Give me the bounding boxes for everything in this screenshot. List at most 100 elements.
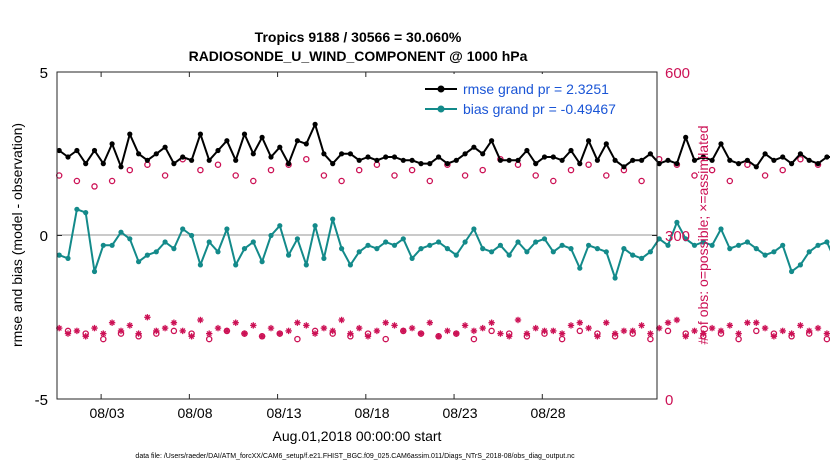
- bias-point: [409, 255, 415, 261]
- rmse-point: [647, 151, 654, 157]
- rmse-point: [400, 157, 406, 163]
- obs-assimilated-point: [294, 319, 301, 326]
- rmse-point: [286, 161, 292, 167]
- obs-assimilated-point: [161, 324, 169, 332]
- bias-point: [277, 223, 283, 229]
- bias-point: [665, 242, 671, 248]
- obs-possible-point: [161, 172, 169, 179]
- obs-possible-point: [761, 172, 769, 179]
- rmse-point: [577, 161, 583, 167]
- obs-assimilated-point: [408, 324, 416, 332]
- rmse-point: [109, 141, 115, 147]
- obs-assimilated-point: [223, 327, 231, 335]
- obs-assimilated-point: [479, 324, 486, 332]
- obs-possible-point: [823, 335, 830, 343]
- bias-point: [533, 239, 539, 245]
- obs-assimilated-point: [744, 319, 751, 326]
- obs-assimilated-point: [691, 327, 698, 335]
- y-right-axis-label: # of obs: o=possible; ×=assimilated: [695, 125, 711, 344]
- obs-assimilated-point: [250, 322, 257, 329]
- rmse-point: [550, 154, 556, 160]
- y-left-tick-label: -5: [35, 392, 48, 409]
- obs-possible-point: [338, 177, 345, 185]
- rmse-point: [471, 144, 477, 150]
- obs-possible-point: [214, 161, 222, 168]
- obs-possible-point: [382, 335, 389, 343]
- obs-possible-point: [753, 327, 760, 335]
- bias-point: [91, 268, 98, 275]
- rmse-point: [118, 164, 124, 170]
- rmse-point: [427, 161, 433, 167]
- obs-assimilated-point: [108, 319, 116, 326]
- obs-possible-point: [470, 335, 478, 343]
- rmse-point: [162, 144, 168, 150]
- obs-assimilated-point: [603, 319, 610, 326]
- bias-point: [356, 249, 362, 255]
- obs-assimilated-point: [558, 330, 566, 337]
- rmse-point: [665, 157, 671, 163]
- obs-assimilated-point: [153, 327, 160, 335]
- rmse-point: [127, 131, 133, 137]
- bias-point: [171, 246, 177, 252]
- bias-point: [497, 242, 503, 248]
- rmse-point: [568, 147, 574, 154]
- obs-assimilated-point: [444, 327, 451, 335]
- obs-possible-point: [461, 172, 469, 179]
- rmse-point: [74, 147, 80, 154]
- obs-assimilated-point: [541, 327, 548, 335]
- obs-possible-point: [170, 327, 178, 335]
- rmse-point: [815, 161, 821, 167]
- rmse-point: [771, 157, 777, 163]
- obs-assimilated-point: [470, 327, 478, 335]
- obs-assimilated-point: [638, 322, 645, 329]
- rmse-point: [83, 161, 89, 167]
- rmse-point: [65, 154, 71, 160]
- bias-point: [709, 242, 715, 248]
- bias-point: [400, 236, 406, 242]
- legend-bias-label: bias grand pr = -0.49467: [463, 101, 616, 117]
- rmse-point: [824, 154, 830, 160]
- bias-point: [427, 242, 433, 248]
- bias-point: [824, 239, 830, 245]
- obs-assimilated-point: [91, 324, 98, 332]
- rmse-point: [444, 161, 450, 167]
- bias-point: [321, 255, 327, 261]
- obs-possible-point: [708, 166, 716, 174]
- obs-assimilated-point: [400, 327, 407, 335]
- bias-point: [286, 252, 292, 258]
- obs-assimilated-point: [726, 322, 733, 329]
- bias-point: [559, 242, 565, 248]
- obs-assimilated-point: [170, 319, 178, 326]
- obs-assimilated-point: [682, 333, 689, 340]
- bias-point: [374, 246, 380, 252]
- bias-point: [391, 242, 398, 248]
- bias-point: [789, 268, 795, 275]
- bias-point: [489, 249, 495, 255]
- obs-assimilated-point: [276, 330, 283, 337]
- obs-possible-point: [576, 327, 584, 335]
- bias-point: [639, 255, 645, 261]
- bias-point: [700, 239, 706, 245]
- obs-assimilated-point: [664, 319, 672, 326]
- obs-possible-point: [664, 327, 672, 335]
- rmse-point: [709, 157, 715, 163]
- bias-point: [294, 236, 300, 242]
- x-tick-label: 08/08: [177, 405, 212, 421]
- obs-assimilated-point: [823, 330, 830, 337]
- obs-assimilated-point: [82, 333, 89, 340]
- y-right-tick-label: 300: [665, 228, 690, 245]
- obs-assimilated-point: [338, 316, 345, 324]
- obs-assimilated-point: [232, 319, 239, 326]
- obs-assimilated-point: [753, 319, 760, 326]
- bias-point: [550, 249, 556, 255]
- rmse-point: [489, 138, 495, 144]
- rmse-point: [215, 147, 221, 154]
- obs-assimilated-point: [488, 319, 495, 326]
- obs-possible-point: [91, 183, 98, 190]
- obs-possible-point: [250, 177, 257, 185]
- obs-assimilated-point: [761, 324, 769, 332]
- bias-point: [444, 246, 450, 252]
- obs-possible-point: [735, 335, 742, 343]
- rmse-point: [559, 157, 565, 163]
- obs-assimilated-point: [735, 330, 742, 337]
